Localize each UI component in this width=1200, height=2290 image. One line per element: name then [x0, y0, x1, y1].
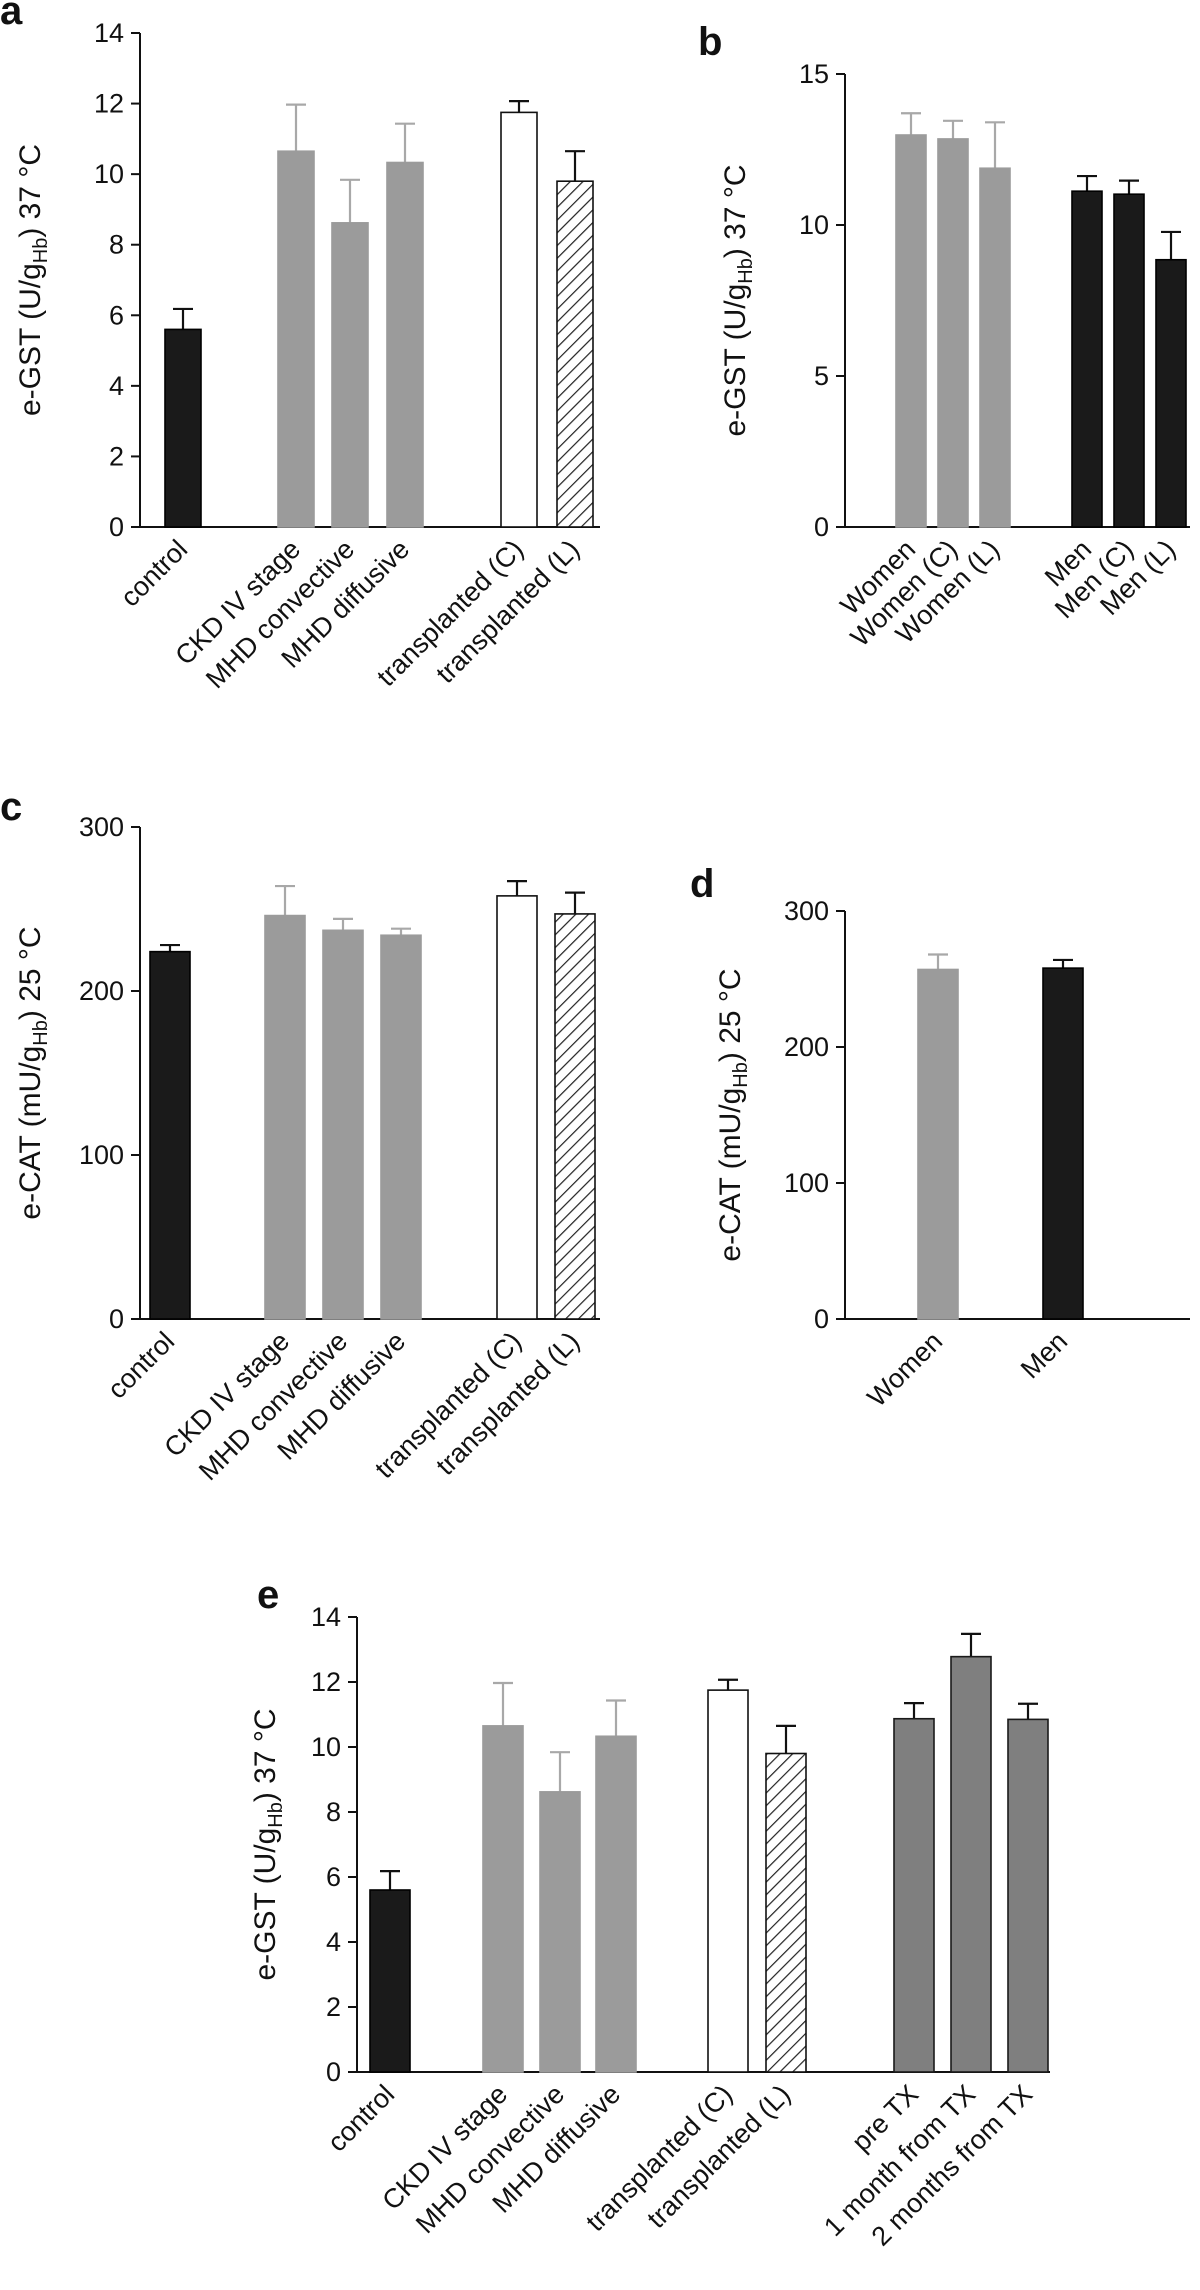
panel-c-y-tick-label: 100	[79, 1140, 124, 1170]
panel-a-y-tick-label: 10	[94, 159, 124, 189]
panel-e-y-tick-label: 2	[326, 1992, 341, 2022]
panel-c-y-axis-label: e-CAT (mU/gHb) 25 °C	[14, 926, 52, 1219]
panel-e-bar-1-month-from-tx	[950, 1655, 992, 2073]
panel-c-bar-transplanted-c	[496, 895, 538, 1320]
panel-c-category-label-control: control	[102, 1326, 181, 1405]
y-axis-label-main: e-GST (U/g	[14, 263, 47, 416]
y-axis-label-main: e-GST (U/g	[249, 1828, 282, 1981]
y-axis-label-subscript: Hb	[735, 258, 757, 284]
y-axis-label-subscript: Hb	[730, 1062, 752, 1088]
panel-a-y-tick-label: 0	[109, 512, 124, 542]
panel-a-y-axis-label: e-GST (U/gHb) 37 °C	[14, 144, 52, 416]
panel-e-bar-mhd-convective	[539, 1791, 581, 2073]
panel-b-bar-women	[895, 134, 927, 528]
y-axis-label-unit: ) 25 °C	[714, 968, 747, 1062]
panel-e-bar-control	[369, 1889, 411, 2073]
y-axis-label-main: e-GST (U/g	[719, 284, 752, 437]
y-axis-label-subscript: Hb	[30, 1020, 52, 1046]
panel-e-y-tick-label: 8	[326, 1797, 341, 1827]
panel-a-bar-ckd-iv-stage	[277, 150, 315, 528]
panel-e-bar-transplanted-c	[707, 1689, 749, 2073]
panel-a-category-label-control: control	[115, 534, 194, 613]
panel-b-bar-men-c	[1113, 193, 1145, 528]
panel-e-y-tick-label: 14	[311, 1602, 341, 1632]
panel-c-bar-control	[149, 950, 191, 1320]
panel-e-letter: e	[257, 1573, 279, 1617]
panel-c-bar-transplanted-l	[554, 913, 596, 1320]
panel-e-bar-transplanted-l	[765, 1752, 807, 2073]
panel-b-y-tick-label: 10	[799, 210, 829, 240]
panel-e-y-tick-label: 6	[326, 1862, 341, 1892]
panel-d-letter: d	[690, 862, 714, 906]
panel-a-bar-transplanted-l	[556, 180, 594, 528]
y-axis-label-unit: ) 37 °C	[249, 1708, 282, 1802]
panel-c-bar-mhd-diffusive	[380, 934, 422, 1320]
panel-d-category-label-women: Women	[862, 1326, 949, 1413]
panel-e-y-axis-label: e-GST (U/gHb) 37 °C	[249, 1708, 287, 1980]
panel-e-y-tick-label: 4	[326, 1927, 341, 1957]
panel-a-bar-transplanted-c	[500, 111, 538, 528]
panel-b-y-axis-label: e-GST (U/gHb) 37 °C	[719, 164, 757, 436]
panel-b-y-tick-label: 0	[814, 512, 829, 542]
panel-c-bar-ckd-iv-stage	[264, 914, 306, 1320]
y-axis-label-main: e-CAT (mU/g	[14, 1046, 47, 1220]
panel-d-y-tick-label: 100	[784, 1168, 829, 1198]
panel-d-chart: d 0 100 200 300 e-CAT (mU/gHb) 25 °C Women Men	[690, 862, 1190, 1413]
panel-d-y-tick-label: 0	[814, 1304, 829, 1334]
panel-e-bar-ckd-iv-stage	[482, 1725, 524, 2073]
panel-a-bar-mhd-convective	[331, 222, 369, 528]
panel-c-letter: c	[0, 785, 22, 829]
panel-e-y-tick-label: 12	[311, 1667, 341, 1697]
panel-e-bar-pre-tx	[893, 1717, 935, 2073]
panel-a-y-tick-label: 8	[109, 230, 124, 260]
panel-c-y-tick-label: 0	[109, 1304, 124, 1334]
panel-e-category-label-control: control	[322, 2079, 401, 2158]
panel-b-letter: b	[698, 20, 722, 64]
panel-a-bar-mhd-diffusive	[386, 161, 424, 528]
panel-e-bar-mhd-diffusive	[595, 1735, 637, 2073]
panel-b-y-tick-label: 5	[814, 361, 829, 391]
panel-c-y-tick-label: 200	[79, 976, 124, 1006]
panel-d-y-tick-label: 300	[784, 896, 829, 926]
panel-b-bar-men-l	[1155, 258, 1187, 528]
panel-b-y-tick-label: 15	[799, 59, 829, 89]
panel-e-bar-2-months-from-tx	[1007, 1718, 1049, 2073]
y-axis-label-subscript: Hb	[265, 1802, 287, 1828]
panel-d-bar-men	[1042, 967, 1084, 1320]
panel-a-letter: a	[0, 0, 23, 33]
panel-d-bar-women	[917, 968, 959, 1320]
y-axis-label-unit: ) 37 °C	[14, 144, 47, 238]
panel-d-y-tick-label: 200	[784, 1032, 829, 1062]
panel-a-y-tick-label: 6	[109, 300, 124, 330]
panel-a-y-tick-label: 2	[109, 441, 124, 471]
panel-b-bar-women-l	[979, 167, 1011, 528]
panel-d-y-axis-label: e-CAT (mU/gHb) 25 °C	[714, 968, 752, 1261]
panel-c-bar-mhd-convective	[322, 929, 364, 1320]
panel-e-y-tick-label: 10	[311, 1732, 341, 1762]
panel-e-y-tick-label: 0	[326, 2057, 341, 2087]
y-axis-label-main: e-CAT (mU/g	[714, 1088, 747, 1262]
panel-a-bar-control	[164, 328, 202, 528]
y-axis-label-unit: ) 25 °C	[14, 926, 47, 1020]
y-axis-label-subscript: Hb	[30, 238, 52, 264]
y-axis-label-unit: ) 37 °C	[719, 164, 752, 258]
panel-b-bar-women-c	[937, 138, 969, 528]
panel-a-y-tick-label: 14	[94, 18, 124, 48]
panel-d-category-label-men: Men	[1015, 1326, 1073, 1384]
panel-b-bar-men	[1071, 190, 1103, 528]
panel-c-y-tick-label: 300	[79, 812, 124, 842]
panel-a-y-tick-label: 4	[109, 371, 124, 401]
panel-a-y-tick-label: 12	[94, 89, 124, 119]
